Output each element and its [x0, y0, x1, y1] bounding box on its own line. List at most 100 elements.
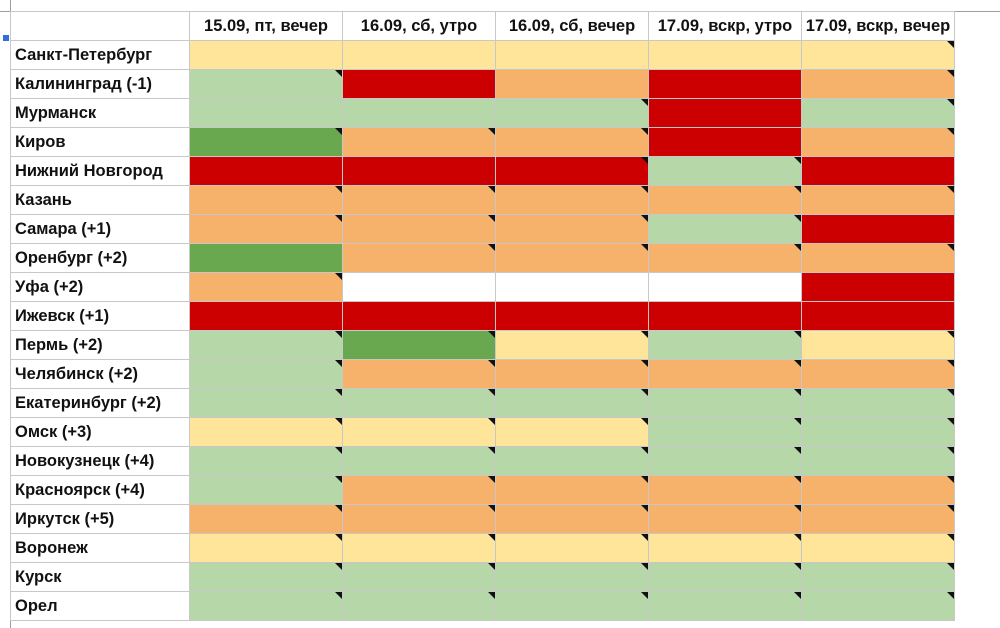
cell-selection-handle[interactable]: [3, 35, 9, 41]
status-cell[interactable]: [495, 272, 649, 302]
city-name-cell[interactable]: Нижний Новгород: [10, 156, 190, 186]
status-cell[interactable]: [342, 185, 496, 215]
status-cell[interactable]: [648, 504, 802, 534]
city-name-cell[interactable]: Уфа (+2): [10, 272, 190, 302]
status-cell[interactable]: [648, 562, 802, 592]
status-cell[interactable]: [189, 591, 343, 621]
status-cell[interactable]: [648, 446, 802, 476]
status-cell[interactable]: [189, 562, 343, 592]
status-cell[interactable]: [648, 272, 802, 302]
status-cell[interactable]: [495, 243, 649, 273]
status-cell[interactable]: [342, 214, 496, 244]
city-name-cell[interactable]: Новокузнецк (+4): [10, 446, 190, 476]
status-cell[interactable]: [648, 533, 802, 563]
city-name-cell[interactable]: Киров: [10, 127, 190, 157]
status-cell[interactable]: [648, 475, 802, 505]
header-cell-date[interactable]: 17.09, вскр, вечер: [801, 11, 955, 41]
status-cell[interactable]: [342, 417, 496, 447]
status-cell[interactable]: [189, 301, 343, 331]
status-cell[interactable]: [189, 185, 343, 215]
status-cell[interactable]: [189, 475, 343, 505]
status-cell[interactable]: [648, 591, 802, 621]
status-cell[interactable]: [342, 562, 496, 592]
status-cell[interactable]: [495, 591, 649, 621]
status-cell[interactable]: [342, 243, 496, 273]
status-cell[interactable]: [189, 127, 343, 157]
status-cell[interactable]: [801, 156, 955, 186]
status-cell[interactable]: [342, 504, 496, 534]
status-cell[interactable]: [648, 330, 802, 360]
city-name-cell[interactable]: Калининград (-1): [10, 69, 190, 99]
status-cell[interactable]: [342, 359, 496, 389]
status-cell[interactable]: [189, 504, 343, 534]
status-cell[interactable]: [342, 69, 496, 99]
status-cell[interactable]: [648, 69, 802, 99]
status-cell[interactable]: [801, 243, 955, 273]
status-cell[interactable]: [648, 98, 802, 128]
status-cell[interactable]: [342, 475, 496, 505]
status-cell[interactable]: [801, 446, 955, 476]
status-cell[interactable]: [801, 69, 955, 99]
status-cell[interactable]: [648, 301, 802, 331]
status-cell[interactable]: [495, 330, 649, 360]
status-cell[interactable]: [801, 40, 955, 70]
status-cell[interactable]: [342, 156, 496, 186]
city-name-cell[interactable]: Курск: [10, 562, 190, 592]
status-cell[interactable]: [801, 98, 955, 128]
status-cell[interactable]: [189, 359, 343, 389]
status-cell[interactable]: [801, 417, 955, 447]
status-cell[interactable]: [801, 185, 955, 215]
city-name-cell[interactable]: Омск (+3): [10, 417, 190, 447]
header-cell-date[interactable]: 17.09, вскр, утро: [648, 11, 802, 41]
city-name-cell[interactable]: Иркутск (+5): [10, 504, 190, 534]
status-cell[interactable]: [495, 214, 649, 244]
city-name-cell[interactable]: Красноярск (+4): [10, 475, 190, 505]
status-cell[interactable]: [189, 330, 343, 360]
status-cell[interactable]: [495, 388, 649, 418]
status-cell[interactable]: [648, 243, 802, 273]
status-cell[interactable]: [801, 359, 955, 389]
status-cell[interactable]: [495, 301, 649, 331]
city-name-cell[interactable]: Воронеж: [10, 533, 190, 563]
status-cell[interactable]: [342, 446, 496, 476]
status-cell[interactable]: [801, 330, 955, 360]
header-cell-date[interactable]: 16.09, сб, вечер: [495, 11, 649, 41]
status-cell[interactable]: [801, 214, 955, 244]
status-cell[interactable]: [648, 417, 802, 447]
status-cell[interactable]: [648, 156, 802, 186]
status-cell[interactable]: [801, 591, 955, 621]
status-cell[interactable]: [189, 98, 343, 128]
header-cell-date[interactable]: 16.09, сб, утро: [342, 11, 496, 41]
status-cell[interactable]: [342, 98, 496, 128]
status-cell[interactable]: [648, 127, 802, 157]
city-name-cell[interactable]: Пермь (+2): [10, 330, 190, 360]
status-cell[interactable]: [495, 359, 649, 389]
status-cell[interactable]: [342, 40, 496, 70]
status-cell[interactable]: [342, 533, 496, 563]
status-cell[interactable]: [495, 562, 649, 592]
status-cell[interactable]: [342, 330, 496, 360]
status-cell[interactable]: [495, 156, 649, 186]
status-cell[interactable]: [801, 475, 955, 505]
header-cell-corner[interactable]: [10, 11, 190, 41]
city-name-cell[interactable]: Челябинск (+2): [10, 359, 190, 389]
status-cell[interactable]: [189, 156, 343, 186]
status-cell[interactable]: [189, 388, 343, 418]
status-cell[interactable]: [648, 185, 802, 215]
status-cell[interactable]: [342, 272, 496, 302]
status-cell[interactable]: [189, 214, 343, 244]
status-cell[interactable]: [189, 533, 343, 563]
status-cell[interactable]: [801, 533, 955, 563]
status-cell[interactable]: [342, 388, 496, 418]
status-cell[interactable]: [189, 40, 343, 70]
status-cell[interactable]: [342, 127, 496, 157]
city-name-cell[interactable]: Екатеринбург (+2): [10, 388, 190, 418]
status-cell[interactable]: [495, 417, 649, 447]
city-name-cell[interactable]: Орел: [10, 591, 190, 621]
status-cell[interactable]: [648, 40, 802, 70]
city-name-cell[interactable]: Мурманск: [10, 98, 190, 128]
status-cell[interactable]: [495, 185, 649, 215]
status-cell[interactable]: [495, 98, 649, 128]
city-name-cell[interactable]: Оренбург (+2): [10, 243, 190, 273]
status-cell[interactable]: [189, 243, 343, 273]
